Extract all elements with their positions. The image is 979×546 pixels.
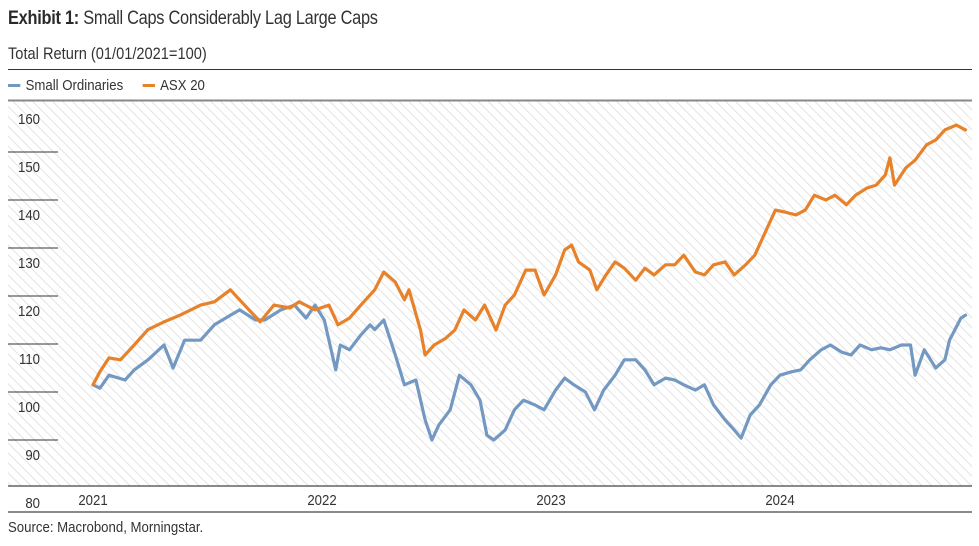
- y-tick-label-150: 150: [18, 158, 40, 175]
- chart-title: Exhibit 1: Small Caps Considerably Lag L…: [8, 8, 378, 30]
- plot-background: [8, 101, 972, 486]
- x-tick-label-2022: 2022: [307, 491, 336, 508]
- legend-swatch-asx-20: [142, 84, 155, 87]
- title-divider: [8, 69, 972, 70]
- legend: Small Ordinaries ASX 20: [8, 77, 205, 94]
- series-line-asx-20: [91, 123, 968, 387]
- y-tick-label-140: 140: [18, 206, 40, 223]
- x-tick-label-2023: 2023: [536, 491, 565, 508]
- y-tick-label-80: 80: [25, 494, 40, 511]
- exhibit-label: Exhibit 1:: [8, 8, 79, 29]
- legend-swatch-small-ordinaries: [8, 84, 21, 87]
- chart-subtitle: Total Return (01/01/2021=100): [8, 44, 207, 63]
- title-text: Small Caps Considerably Lag Large Caps: [83, 8, 378, 29]
- x-tick-label-2024: 2024: [765, 491, 794, 508]
- legend-label-asx-20: ASX 20: [160, 77, 205, 94]
- legend-item-asx-20: ASX 20: [142, 77, 205, 94]
- y-tick-label-90: 90: [25, 446, 40, 463]
- legend-item-small-ordinaries: Small Ordinaries: [8, 77, 123, 94]
- x-tick-label-2021: 2021: [78, 491, 107, 508]
- y-tick-label-160: 160: [18, 110, 40, 127]
- y-tick-label-100: 100: [18, 398, 40, 415]
- legend-label-small-ordinaries: Small Ordinaries: [25, 77, 124, 94]
- source-note: Source: Macrobond, Morningstar.: [8, 519, 204, 536]
- y-tick-label-120: 120: [18, 302, 40, 319]
- series-line-small-ordinaries: [91, 303, 968, 442]
- y-tick-label-110: 110: [19, 350, 40, 367]
- y-tick-label-130: 130: [18, 254, 40, 271]
